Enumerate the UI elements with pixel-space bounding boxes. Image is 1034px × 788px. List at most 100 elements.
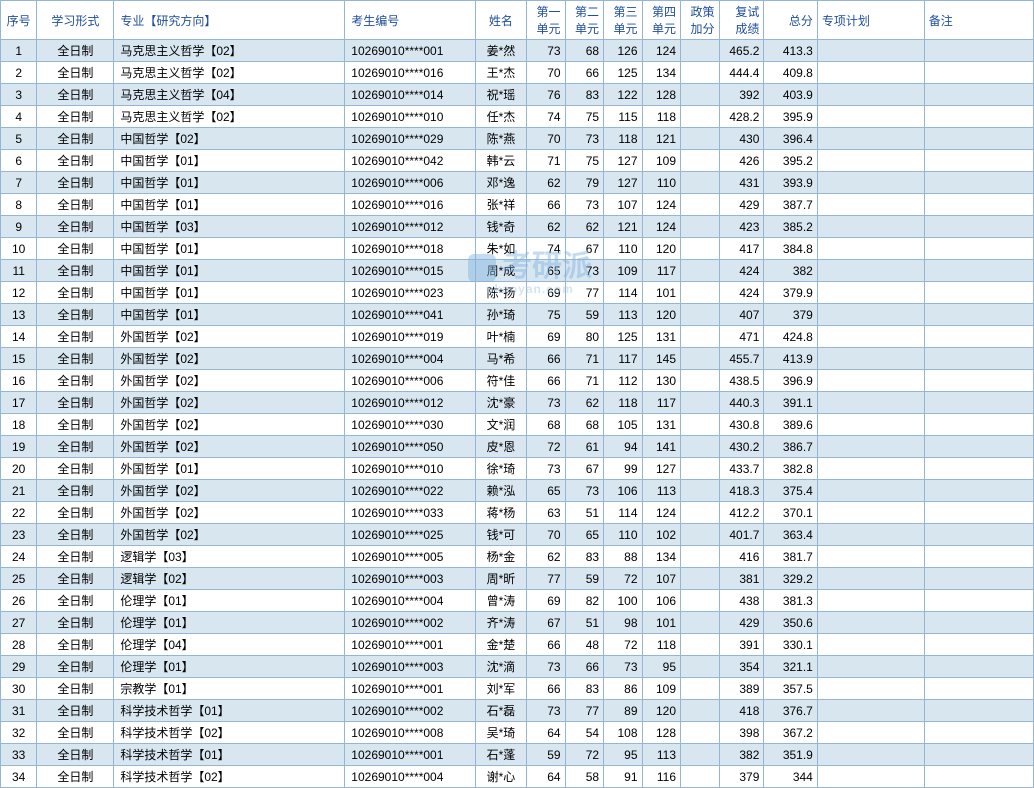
table-row: 23全日制外国哲学【02】10269010****025钱*可706511010… xyxy=(1,524,1034,546)
cell-bonus xyxy=(681,40,719,62)
cell-remark xyxy=(924,612,1033,634)
cell-unit3: 109 xyxy=(604,260,642,282)
cell-reexam: 438.5 xyxy=(719,370,764,392)
cell-study-form: 全日制 xyxy=(37,612,114,634)
cell-exam-no: 10269010****042 xyxy=(345,150,475,172)
cell-total: 381.7 xyxy=(764,546,817,568)
cell-major: 科学技术哲学【02】 xyxy=(114,766,345,788)
cell-seq: 30 xyxy=(1,678,37,700)
cell-unit2: 75 xyxy=(565,106,603,128)
cell-seq: 23 xyxy=(1,524,37,546)
cell-unit2: 67 xyxy=(565,458,603,480)
cell-name: 文*润 xyxy=(475,414,526,436)
table-row: 16全日制外国哲学【02】10269010****006符*佳667111213… xyxy=(1,370,1034,392)
cell-plan xyxy=(817,304,924,326)
cell-bonus xyxy=(681,128,719,150)
cell-seq: 3 xyxy=(1,84,37,106)
cell-exam-no: 10269010****010 xyxy=(345,458,475,480)
table-row: 2全日制马克思主义哲学【02】10269010****016王*杰7066125… xyxy=(1,62,1034,84)
cell-unit1: 69 xyxy=(527,326,565,348)
cell-total: 393.9 xyxy=(764,172,817,194)
cell-exam-no: 10269010****014 xyxy=(345,84,475,106)
cell-unit4: 120 xyxy=(642,238,680,260)
cell-unit2: 66 xyxy=(565,62,603,84)
cell-major: 中国哲学【01】 xyxy=(114,150,345,172)
cell-plan xyxy=(817,502,924,524)
cell-remark xyxy=(924,62,1033,84)
cell-unit3: 107 xyxy=(604,194,642,216)
cell-unit1: 65 xyxy=(527,480,565,502)
cell-study-form: 全日制 xyxy=(37,524,114,546)
cell-bonus xyxy=(681,744,719,766)
cell-seq: 33 xyxy=(1,744,37,766)
cell-unit3: 86 xyxy=(604,678,642,700)
cell-seq: 22 xyxy=(1,502,37,524)
table-row: 20全日制外国哲学【01】10269010****010徐*琦736799127… xyxy=(1,458,1034,480)
cell-remark xyxy=(924,524,1033,546)
table-row: 8全日制中国哲学【01】10269010****016张*祥6673107124… xyxy=(1,194,1034,216)
cell-total: 409.8 xyxy=(764,62,817,84)
cell-major: 逻辑学【03】 xyxy=(114,546,345,568)
cell-seq: 24 xyxy=(1,546,37,568)
cell-exam-no: 10269010****025 xyxy=(345,524,475,546)
cell-total: 395.2 xyxy=(764,150,817,172)
cell-unit4: 134 xyxy=(642,62,680,84)
cell-study-form: 全日制 xyxy=(37,656,114,678)
cell-reexam: 391 xyxy=(719,634,764,656)
cell-major: 宗教学【01】 xyxy=(114,678,345,700)
table-row: 26全日制伦理学【01】10269010****004曾*涛6982100106… xyxy=(1,590,1034,612)
cell-total: 424.8 xyxy=(764,326,817,348)
header-plan: 专项计划 xyxy=(817,1,924,40)
cell-major: 中国哲学【01】 xyxy=(114,304,345,326)
cell-unit2: 68 xyxy=(565,40,603,62)
cell-seq: 27 xyxy=(1,612,37,634)
cell-exam-no: 10269010****018 xyxy=(345,238,475,260)
cell-name: 吴*琦 xyxy=(475,722,526,744)
cell-plan xyxy=(817,106,924,128)
cell-unit3: 112 xyxy=(604,370,642,392)
cell-plan xyxy=(817,326,924,348)
cell-unit3: 94 xyxy=(604,436,642,458)
cell-plan xyxy=(817,568,924,590)
cell-unit3: 114 xyxy=(604,502,642,524)
cell-exam-no: 10269010****016 xyxy=(345,194,475,216)
cell-bonus xyxy=(681,260,719,282)
cell-bonus xyxy=(681,304,719,326)
cell-study-form: 全日制 xyxy=(37,62,114,84)
cell-major: 伦理学【04】 xyxy=(114,634,345,656)
table-body: 1全日制马克思主义哲学【02】10269010****001姜*然7368126… xyxy=(1,40,1034,788)
table-row: 17全日制外国哲学【02】10269010****012沈*豪736211811… xyxy=(1,392,1034,414)
cell-unit2: 75 xyxy=(565,150,603,172)
cell-unit3: 108 xyxy=(604,722,642,744)
cell-major: 马克思主义哲学【02】 xyxy=(114,62,345,84)
cell-bonus xyxy=(681,590,719,612)
cell-unit4: 124 xyxy=(642,40,680,62)
cell-reexam: 417 xyxy=(719,238,764,260)
cell-major: 科学技术哲学【01】 xyxy=(114,700,345,722)
cell-reexam: 430.8 xyxy=(719,414,764,436)
cell-seq: 6 xyxy=(1,150,37,172)
header-bonus: 政策加分 xyxy=(681,1,719,40)
cell-unit2: 61 xyxy=(565,436,603,458)
cell-unit4: 117 xyxy=(642,260,680,282)
cell-exam-no: 10269010****023 xyxy=(345,282,475,304)
cell-unit4: 120 xyxy=(642,700,680,722)
cell-name: 蒋*杨 xyxy=(475,502,526,524)
cell-plan xyxy=(817,172,924,194)
cell-seq: 7 xyxy=(1,172,37,194)
cell-plan xyxy=(817,480,924,502)
cell-unit2: 77 xyxy=(565,700,603,722)
cell-major: 伦理学【01】 xyxy=(114,612,345,634)
cell-bonus xyxy=(681,436,719,458)
cell-unit1: 73 xyxy=(527,392,565,414)
cell-unit1: 70 xyxy=(527,128,565,150)
cell-seq: 10 xyxy=(1,238,37,260)
cell-total: 381.3 xyxy=(764,590,817,612)
cell-total: 396.4 xyxy=(764,128,817,150)
cell-remark xyxy=(924,766,1033,788)
cell-unit3: 99 xyxy=(604,458,642,480)
cell-unit4: 113 xyxy=(642,744,680,766)
cell-remark xyxy=(924,304,1033,326)
cell-unit3: 88 xyxy=(604,546,642,568)
cell-unit2: 73 xyxy=(565,480,603,502)
